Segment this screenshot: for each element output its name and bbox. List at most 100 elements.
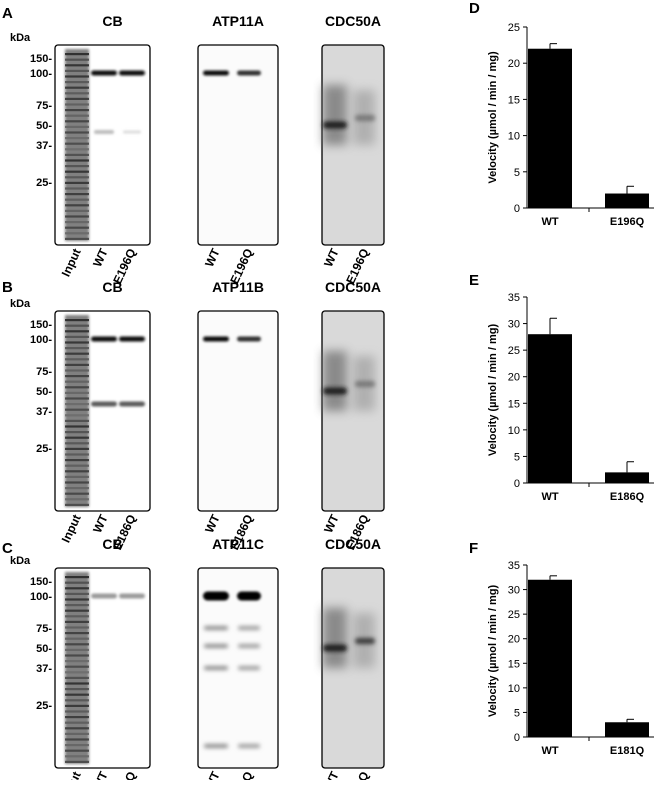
input-band bbox=[65, 576, 89, 579]
marker-label: 100- bbox=[30, 591, 52, 603]
input-band bbox=[65, 148, 89, 151]
input-band bbox=[65, 165, 89, 168]
atp11-band bbox=[237, 70, 261, 76]
input-band bbox=[65, 716, 89, 719]
atp11c-minor-band bbox=[204, 644, 228, 648]
y-tick-label: 15 bbox=[508, 94, 520, 106]
input-band bbox=[65, 386, 89, 389]
lane-label: WT bbox=[90, 246, 111, 269]
protein-band-45 bbox=[91, 401, 117, 407]
input-band bbox=[65, 232, 89, 235]
input-band bbox=[65, 380, 89, 383]
y-tick-label: 0 bbox=[514, 478, 520, 490]
blot-row-C: CkDa150-100-75-50-37-25-CBInputWTE181QAT… bbox=[2, 536, 385, 785]
panel-letter: F bbox=[469, 540, 478, 557]
atp11-band bbox=[237, 591, 261, 601]
lane-label: Input bbox=[59, 769, 84, 780]
y-axis-label: Velocity (µmol / min / mg) bbox=[487, 324, 499, 457]
input-band bbox=[65, 419, 89, 422]
input-band bbox=[65, 226, 89, 229]
input-band bbox=[65, 459, 89, 462]
input-band bbox=[65, 626, 89, 629]
atp11c-minor-band bbox=[238, 644, 260, 648]
input-band bbox=[65, 492, 89, 495]
protein-band-45 bbox=[94, 130, 114, 134]
input-band bbox=[65, 660, 89, 663]
x-tick-label: E196Q bbox=[610, 216, 645, 228]
input-band bbox=[65, 755, 89, 758]
input-band bbox=[65, 153, 89, 156]
input-band bbox=[65, 442, 89, 445]
marker-label: 37- bbox=[36, 663, 52, 675]
input-band bbox=[65, 592, 89, 595]
atp11c-minor-band bbox=[238, 666, 260, 670]
input-band bbox=[65, 604, 89, 607]
input-band bbox=[65, 358, 89, 361]
input-band bbox=[65, 464, 89, 467]
input-band bbox=[65, 470, 89, 473]
panel-letter: C bbox=[2, 540, 13, 557]
input-band bbox=[65, 114, 89, 117]
atp11-band bbox=[203, 591, 229, 601]
blot-membrane bbox=[197, 310, 279, 512]
y-tick-label: 20 bbox=[508, 58, 520, 70]
protein-band-100 bbox=[91, 336, 117, 342]
input-lane-smear bbox=[65, 49, 89, 241]
kda-label: kDa bbox=[10, 32, 31, 44]
input-band bbox=[65, 609, 89, 612]
protein-band-100 bbox=[119, 593, 145, 599]
input-band bbox=[65, 414, 89, 417]
blot-membrane bbox=[197, 44, 279, 246]
input-band bbox=[65, 408, 89, 411]
input-band bbox=[65, 710, 89, 713]
input-band bbox=[65, 654, 89, 657]
input-band bbox=[65, 699, 89, 702]
lane-label: E181Q bbox=[227, 769, 255, 780]
y-tick-label: 20 bbox=[508, 372, 520, 384]
input-band bbox=[65, 632, 89, 635]
lane-label: WT bbox=[321, 246, 342, 269]
input-band bbox=[65, 760, 89, 763]
input-band bbox=[65, 103, 89, 106]
y-tick-label: 35 bbox=[508, 560, 520, 572]
input-band bbox=[65, 727, 89, 730]
input-band bbox=[65, 581, 89, 584]
protein-band-100 bbox=[91, 70, 117, 76]
marker-label: 37- bbox=[36, 406, 52, 418]
lane-label: E181Q bbox=[343, 769, 371, 780]
cdc50a-smear bbox=[323, 351, 347, 411]
panel-letter: B bbox=[2, 279, 13, 296]
cdc50a-smear bbox=[323, 608, 347, 668]
panel-letter: D bbox=[469, 0, 480, 17]
panel-letter: E bbox=[469, 272, 479, 289]
input-lane-smear bbox=[65, 315, 89, 507]
input-band bbox=[65, 92, 89, 95]
bar-wt bbox=[528, 334, 572, 483]
input-band bbox=[65, 487, 89, 490]
input-band bbox=[65, 64, 89, 67]
input-band bbox=[65, 237, 89, 240]
input-band bbox=[65, 176, 89, 179]
lane-label: Input bbox=[59, 246, 84, 278]
marker-label: 75- bbox=[36, 366, 52, 378]
protein-band-100 bbox=[119, 70, 145, 76]
input-band bbox=[65, 330, 89, 333]
input-band bbox=[65, 436, 89, 439]
input-band bbox=[65, 391, 89, 394]
protein-band-100 bbox=[91, 593, 117, 599]
bar-wt bbox=[528, 48, 572, 208]
marker-label: 150- bbox=[30, 576, 52, 588]
lane-label: WT bbox=[202, 769, 223, 780]
lane-label: Input bbox=[59, 512, 84, 544]
y-tick-label: 25 bbox=[508, 22, 520, 34]
input-band bbox=[65, 620, 89, 623]
input-band bbox=[65, 75, 89, 78]
